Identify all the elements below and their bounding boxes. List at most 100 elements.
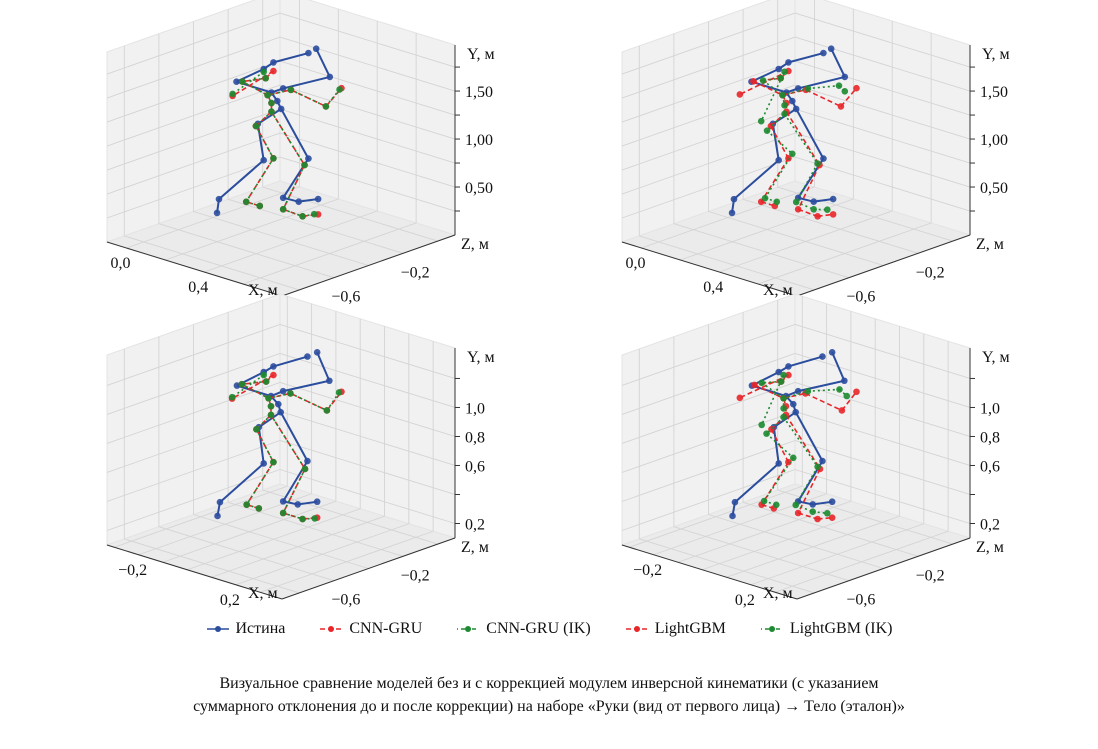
joint-marker (785, 59, 792, 66)
joint-marker (233, 78, 240, 86)
grid-line (794, 353, 971, 408)
grid-line (279, 108, 456, 164)
joint-marker (841, 88, 849, 95)
grid-line (106, 382, 281, 444)
joint-marker (335, 389, 343, 396)
joint-marker (322, 103, 330, 110)
chart-3d-lightgbm: 0,0 0,4 −0,6 −0,2 0,50 1,00 1,50 X, м Z, м Y, м (620, 0, 1010, 306)
joint-marker (252, 122, 260, 130)
grid-line (794, 132, 971, 188)
grid-line (621, 60, 796, 123)
joint-marker (761, 194, 769, 202)
grid-line (794, 12, 971, 68)
joint-marker (215, 195, 223, 203)
grid-line (279, 324, 456, 379)
joint-marker (828, 349, 836, 356)
joint-marker (777, 74, 784, 82)
z-tick-label: −0,6 (846, 289, 875, 306)
bone (782, 416, 819, 468)
x-axis-line (621, 241, 798, 297)
joint-marker (255, 505, 263, 512)
bone (795, 163, 819, 203)
grid-line (621, 156, 796, 219)
joint-marker (781, 110, 788, 118)
legend-marker (768, 626, 775, 632)
joint-marker (829, 195, 837, 203)
x-axis-line (106, 241, 283, 297)
grid-line (279, 12, 456, 68)
bone (754, 380, 782, 386)
legend-label: CNN-GRU (349, 620, 423, 637)
z-axis-title: Z, м (461, 539, 489, 556)
bone (241, 383, 269, 399)
grid-line (279, 84, 456, 140)
joint-marker (301, 161, 308, 169)
grid-line (193, 211, 369, 266)
bone (805, 89, 842, 108)
legend-label: CNN-GRU (IK) (486, 620, 591, 637)
plot-lightgbm-top: 0,0 0,4 −0,6 −0,2 0,50 1,00 1,50 X, м Z, м Y, м (515, 0, 1075, 320)
bone (770, 428, 790, 463)
bone (273, 355, 308, 368)
grid-line (708, 514, 884, 569)
joint-marker (775, 156, 782, 164)
skeleton-cnn-gru-ik- (228, 371, 343, 523)
joint-marker (299, 515, 306, 523)
joint-marker (728, 209, 736, 217)
joint-marker (819, 353, 826, 360)
grid-line (621, 132, 796, 195)
joint-marker (829, 211, 837, 218)
bone (257, 108, 282, 125)
joint-marker (810, 206, 817, 213)
joint-marker (777, 378, 785, 385)
bone (270, 414, 306, 470)
joint-marker (314, 195, 322, 203)
joint-marker (277, 105, 285, 113)
joint-marker (326, 377, 333, 385)
joint-marker (814, 212, 821, 220)
joint-marker (323, 407, 331, 414)
z-tick-label: −0,6 (331, 289, 360, 306)
bone (268, 392, 291, 400)
bone (257, 427, 265, 464)
grid-line (262, 186, 438, 242)
joint-marker (780, 413, 787, 421)
joint-marker (804, 85, 812, 92)
x-tick-label: 0,2 (735, 592, 755, 609)
grid-line (673, 223, 850, 279)
bone (766, 130, 793, 155)
bone (218, 159, 265, 200)
bone (734, 462, 780, 503)
joint-marker (279, 498, 287, 505)
joint-marker (814, 160, 821, 167)
bone (282, 208, 303, 218)
grid-line (621, 353, 796, 415)
legend-marker (328, 626, 335, 632)
y-tick-label: 0,8 (465, 429, 485, 446)
joint-marker (789, 400, 797, 408)
joint-marker (780, 394, 787, 402)
joint-marker (853, 84, 860, 92)
bone (315, 48, 331, 78)
grid-line (106, 156, 281, 219)
joint-marker (270, 59, 277, 66)
joint-marker (828, 498, 836, 506)
joint-marker (730, 195, 738, 203)
grid-line (106, 411, 281, 473)
joint-marker (279, 509, 287, 517)
skeleton-истина (728, 45, 849, 217)
bone (316, 351, 331, 382)
grid-line (193, 514, 369, 569)
joint-marker (270, 363, 277, 370)
joint-marker (253, 426, 260, 433)
joint-marker (267, 411, 275, 419)
z-axis-line (796, 537, 971, 600)
x-tick-label: 0,4 (703, 279, 723, 296)
grid-line (279, 440, 456, 495)
bone (785, 111, 821, 166)
bone (282, 75, 331, 90)
joint-marker (836, 386, 843, 393)
z-tick-label: −0,2 (916, 264, 945, 281)
bone (267, 89, 292, 96)
grid-line (106, 132, 281, 195)
